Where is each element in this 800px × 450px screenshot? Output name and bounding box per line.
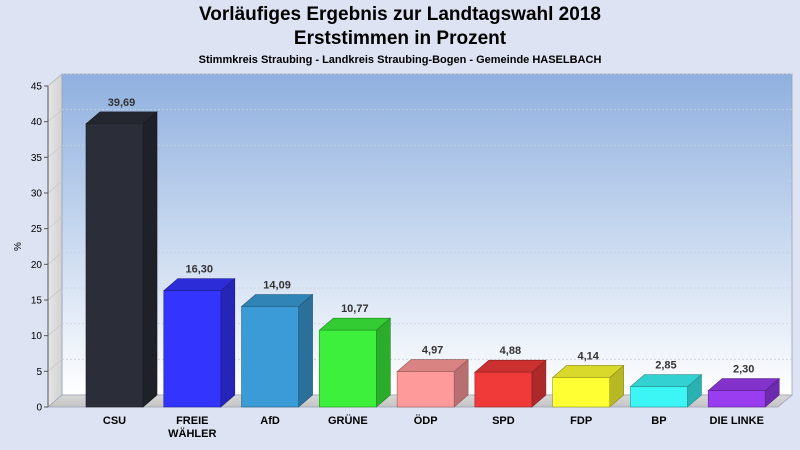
- y-tick-label: 10: [31, 331, 43, 342]
- grid-line-side: [47, 145, 63, 158]
- data-label: 4,97: [422, 345, 443, 357]
- grid-line-side: [47, 180, 63, 194]
- x-tick-label: CSU: [103, 415, 126, 427]
- data-label: 2,30: [733, 364, 754, 376]
- bar-4: 4,97: [396, 345, 469, 408]
- grid-line-side: [47, 216, 63, 229]
- plot-left-wall: [47, 73, 63, 408]
- bar: [552, 377, 610, 408]
- y-tick-label: 5: [36, 367, 42, 378]
- bars: 39,69 16,30 14,09 10,77 4,97 4,88 4,14 2,85 2,30: [85, 97, 781, 408]
- y-tick-label: 30: [31, 189, 43, 200]
- grid-line-side: [47, 109, 63, 122]
- bar-5: 4,88: [474, 345, 547, 408]
- bar-side: [298, 293, 313, 408]
- y-tick-label: 45: [31, 82, 43, 93]
- data-label: 2,85: [655, 360, 676, 372]
- y-tick-label: 0: [36, 403, 42, 414]
- grid-line-side: [47, 252, 63, 265]
- x-tick-label: ÖDP: [414, 414, 438, 427]
- y-axis: 0 5 10 15 20 25 30 35 40 45%: [13, 82, 49, 414]
- grid-line-side: [47, 73, 63, 87]
- bar: [85, 123, 144, 408]
- y-tick-label: 15: [31, 296, 43, 307]
- bar: [474, 371, 533, 408]
- data-label: 14,09: [263, 279, 291, 291]
- x-tick-label: DIE LINKE: [710, 415, 764, 427]
- data-label: 39,69: [108, 97, 136, 109]
- y-tick-label: 25: [31, 224, 43, 235]
- x-tick-label: GRÜNE: [328, 414, 368, 427]
- chart-subtitle: Stimmkreis Straubing - Landkreis Straubi…: [198, 54, 602, 66]
- bar-side: [142, 111, 158, 408]
- y-tick-label: 40: [31, 117, 43, 128]
- y-axis-label: %: [13, 242, 24, 251]
- chart-title-line2: Erststimmen in Prozent: [293, 28, 507, 49]
- bar-3: 10,77: [318, 303, 392, 408]
- y-tick-label: 20: [31, 260, 43, 271]
- bar: [630, 386, 688, 408]
- x-tick-label: SPD: [492, 415, 515, 427]
- bar-0: 39,69: [85, 97, 158, 408]
- bar-2: 14,09: [240, 279, 314, 408]
- bar: [319, 329, 377, 408]
- x-tick-label: BP: [651, 415, 666, 427]
- bar: [396, 371, 455, 408]
- data-label: 10,77: [341, 303, 369, 315]
- data-label: 16,30: [186, 264, 214, 276]
- y-tick-label: 35: [31, 153, 43, 164]
- bar: [241, 306, 299, 408]
- grid-line-side: [47, 359, 63, 372]
- x-tick-label: FDP: [570, 415, 592, 427]
- bar-8: 2,30: [707, 364, 781, 408]
- data-label: 4,14: [577, 350, 599, 362]
- bar-1: 16,30: [162, 264, 236, 408]
- plot-background: [46, 73, 794, 408]
- bar-side: [220, 278, 236, 408]
- x-tick-label: WÄHLER: [168, 427, 216, 440]
- bar: [163, 290, 222, 408]
- data-label: 4,88: [500, 345, 521, 357]
- bar-7: 2,85: [629, 360, 703, 408]
- bar-side: [376, 317, 391, 408]
- x-tick-label: AfD: [260, 415, 280, 427]
- x-tick-label: FREIE: [176, 415, 208, 427]
- chart-title: Vorläufiges Ergebnis zur Landtagswahl 20…: [199, 4, 601, 25]
- grid-line-side: [47, 287, 63, 301]
- grid-line-side: [47, 323, 63, 336]
- bar-6: 4,14: [551, 350, 625, 408]
- bar: [707, 390, 766, 408]
